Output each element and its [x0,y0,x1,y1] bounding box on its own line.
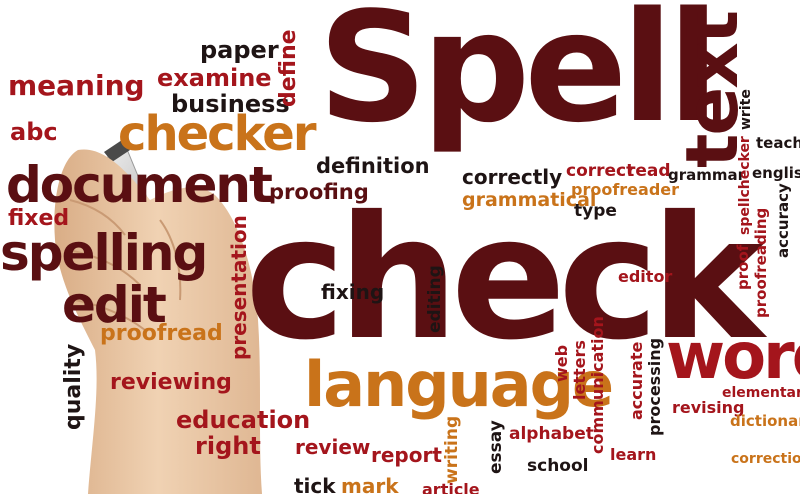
word-accuracy: accuracy [774,183,792,258]
word-reviewing: reviewing [110,370,232,395]
word-revising: revising [672,398,745,417]
word-correct: correct [566,161,635,181]
word-dictionary: dictionary [730,412,800,430]
word-processing: processing [645,337,664,436]
word-proofing: proofing [269,180,369,204]
word-teach: teach [756,134,800,152]
word-paper: paper [200,36,279,64]
word-school: school [527,456,589,476]
word-language: language [304,348,614,421]
word-elementary: elementary [722,385,800,401]
word-quality: quality [61,343,86,430]
word-report: report [371,443,442,467]
word-checker: checker [118,106,316,162]
word-spell: Spell [318,0,720,156]
word-check: check [245,180,764,378]
word-correction: correction [731,451,800,467]
word-education: education [176,406,311,434]
word-meaning: meaning [8,69,145,102]
word-learn: learn [610,445,657,464]
word-proofreader: proofreader [571,180,680,199]
word-definition: definition [316,154,430,178]
word-alphabet: alphabet [509,424,594,444]
word-examine: examine [157,64,272,92]
word-letters: letters [570,340,589,400]
word-edit: edit [62,276,167,334]
word-spellchecker: spellchecker [737,136,753,235]
word-write: write [738,89,754,130]
word-fixed: fixed [8,206,70,231]
word-proofreading: proofreading [752,207,770,318]
word-document: document [6,156,273,214]
word-correctly: correctly [462,165,563,189]
word-spelling: spelling [0,224,208,282]
word-essay: essay [486,420,506,474]
word-review: review [295,435,371,459]
word-read: read [627,161,671,181]
word-proof: proof [734,244,752,290]
word-fixing: fixing [321,280,385,304]
word-grammar: grammar [668,166,746,184]
word-grammatical: grammatical [462,189,597,211]
word-web: web [552,344,571,382]
word-accurate: accurate [627,341,646,420]
word-mark: mark [341,474,399,494]
word-tick: tick [294,474,336,494]
word-article: article [422,480,480,494]
word-editing: editing [425,265,445,333]
word-business: business [171,90,290,118]
word-writing: writing [442,415,462,484]
word-define: define [276,29,301,107]
word-editor: editor [618,267,673,286]
word-presentation: presentation [227,215,251,360]
word-type: type [574,201,617,221]
word-abc: abc [10,118,58,146]
word-right: right [195,432,261,460]
word-english: english [752,164,800,182]
word-proofread: proofread [100,321,223,346]
